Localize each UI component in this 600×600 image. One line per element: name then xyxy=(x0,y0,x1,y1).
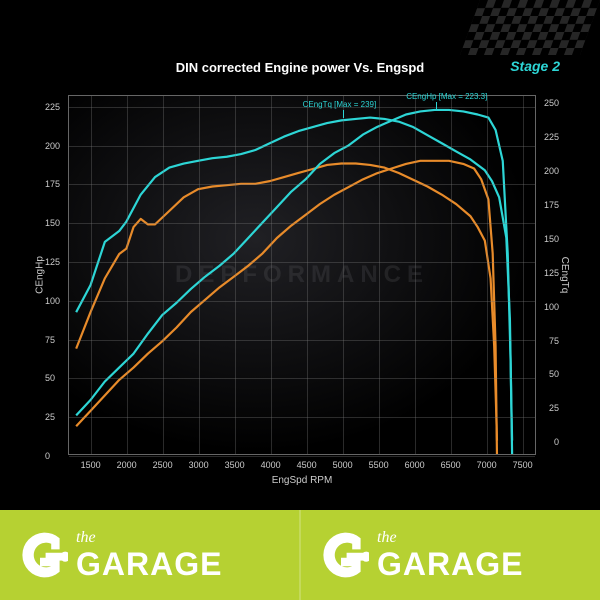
chart-lines xyxy=(69,96,535,454)
chart-annotation: CEngTq [Max = 239] xyxy=(303,100,377,109)
x-tick-label: 6000 xyxy=(405,460,425,470)
grid-line xyxy=(487,96,488,454)
yr-tick-label: 200 xyxy=(544,166,559,176)
yr-tick-label: 150 xyxy=(544,234,559,244)
grid-line xyxy=(69,340,535,341)
x-tick-label: 3500 xyxy=(225,460,245,470)
brand-tag-garage: GARAGE xyxy=(76,548,222,580)
brand-tag-the: the xyxy=(377,530,523,546)
x-tick-label: 5000 xyxy=(333,460,353,470)
grid-line xyxy=(271,96,272,454)
brand-tag-garage: GARAGE xyxy=(377,548,523,580)
x-tick-label: 2000 xyxy=(117,460,137,470)
brand-tag-the: the xyxy=(76,530,222,546)
x-tick-label: 7000 xyxy=(477,460,497,470)
yl-tick-label: 175 xyxy=(45,179,60,189)
grid-line xyxy=(307,96,308,454)
yr-tick-label: 250 xyxy=(544,98,559,108)
grid-line xyxy=(69,262,535,263)
grid-line xyxy=(379,96,380,454)
yl-tick-label: 25 xyxy=(45,412,55,422)
yl-tick-label: 200 xyxy=(45,141,60,151)
checker-pattern xyxy=(460,0,600,55)
yr-tick-label: 25 xyxy=(549,403,559,413)
grid-line xyxy=(69,223,535,224)
yr-tick-label: 125 xyxy=(544,268,559,278)
grid-line xyxy=(69,146,535,147)
grid-line xyxy=(235,96,236,454)
x-tick-label: 2500 xyxy=(153,460,173,470)
watermark-text: DEPFORMANCE xyxy=(175,261,429,289)
leader-line xyxy=(436,102,437,110)
chart-annotation: CEngHp [Max = 223.3] xyxy=(406,92,487,101)
y-axis-label-left: CEngHp xyxy=(34,256,45,294)
grid-line xyxy=(163,96,164,454)
garage-g-icon xyxy=(313,527,369,583)
yl-tick-label: 50 xyxy=(45,373,55,383)
x-tick-label: 3000 xyxy=(189,460,209,470)
grid-line xyxy=(91,96,92,454)
grid-line xyxy=(69,301,535,302)
yl-tick-label: 0 xyxy=(45,451,50,461)
grid-line xyxy=(69,417,535,418)
x-tick-label: 6500 xyxy=(441,460,461,470)
footer-banner: the GARAGE the GARAGE xyxy=(0,510,600,600)
stage-label: Stage 2 xyxy=(510,58,560,74)
yl-tick-label: 150 xyxy=(45,218,60,228)
yr-tick-label: 0 xyxy=(554,437,559,447)
x-axis-label: EngSpd RPM xyxy=(272,475,333,486)
yl-tick-label: 100 xyxy=(45,296,60,306)
yl-tick-label: 75 xyxy=(45,335,55,345)
grid-line xyxy=(69,378,535,379)
yr-tick-label: 100 xyxy=(544,302,559,312)
yr-tick-label: 225 xyxy=(544,132,559,142)
leader-line xyxy=(343,110,344,118)
yr-tick-label: 75 xyxy=(549,336,559,346)
y-axis-label-right: CEngTq xyxy=(559,257,570,294)
x-tick-label: 4500 xyxy=(297,460,317,470)
x-tick-label: 5500 xyxy=(369,460,389,470)
grid-line xyxy=(69,184,535,185)
x-tick-label: 7500 xyxy=(513,460,533,470)
yl-tick-label: 225 xyxy=(45,102,60,112)
yl-tick-label: 125 xyxy=(45,257,60,267)
grid-line xyxy=(343,96,344,454)
grid-line xyxy=(451,96,452,454)
footer-logo-right: the GARAGE xyxy=(299,510,600,600)
yr-tick-label: 175 xyxy=(544,200,559,210)
footer-logo-left: the GARAGE xyxy=(0,510,299,600)
grid-line xyxy=(415,96,416,454)
grid-line xyxy=(127,96,128,454)
x-tick-label: 1500 xyxy=(81,460,101,470)
grid-line xyxy=(523,96,524,454)
yr-tick-label: 50 xyxy=(549,369,559,379)
x-tick-label: 4000 xyxy=(261,460,281,470)
grid-line xyxy=(69,456,535,457)
dyno-chart: DEPFORMANCE CEngHp CEngTq EngSpd RPM 150… xyxy=(68,95,536,455)
garage-g-icon xyxy=(12,527,68,583)
grid-line xyxy=(199,96,200,454)
